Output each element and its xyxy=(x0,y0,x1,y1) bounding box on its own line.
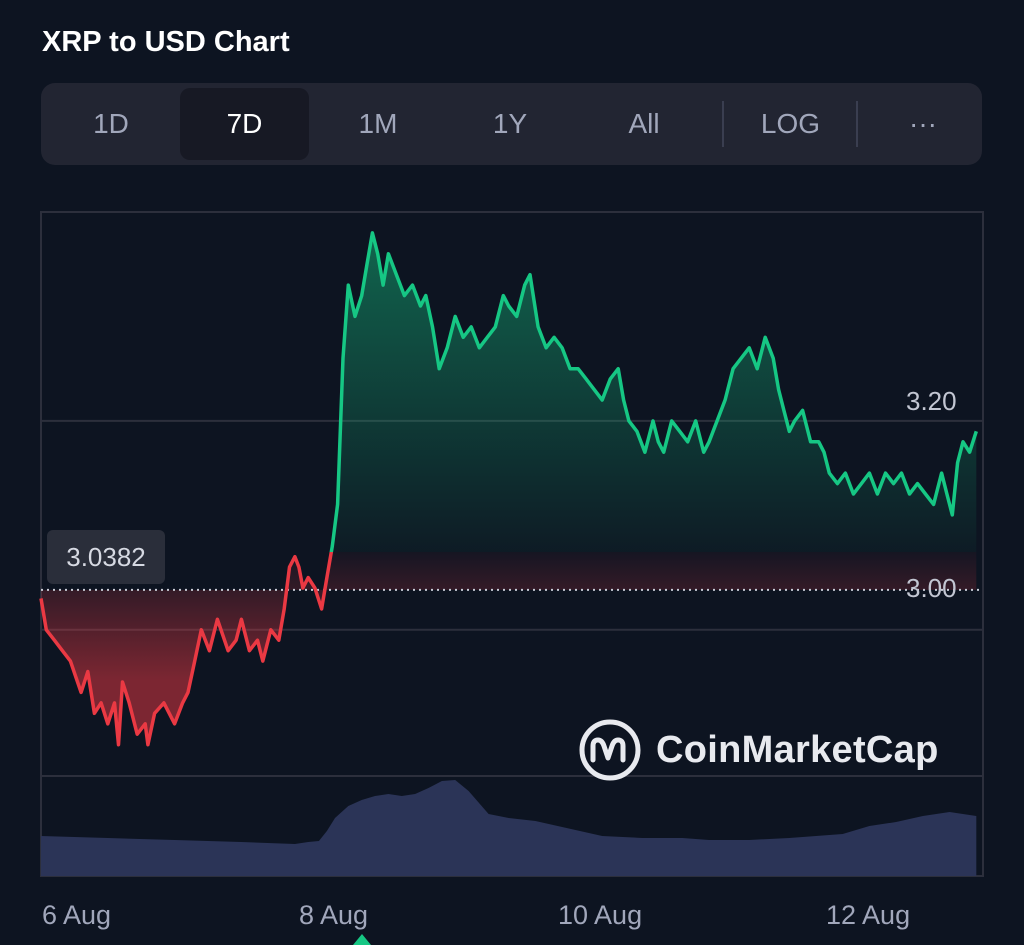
price-line-up xyxy=(329,231,978,552)
x-tick-label: 8 Aug xyxy=(299,900,369,930)
price-area-down xyxy=(41,552,977,745)
page-title: XRP to USD Chart xyxy=(42,26,290,58)
more-options-button[interactable]: ··· xyxy=(909,108,937,139)
tab-7d[interactable]: 7D xyxy=(180,88,309,160)
tab-log[interactable]: LOG xyxy=(760,108,821,139)
time-range-tabs: 1D 7D 1M 1Y All LOG ··· xyxy=(41,83,982,165)
x-tick-label: 12 Aug xyxy=(826,900,911,930)
coinmarketcap-logo-icon xyxy=(579,719,641,781)
tab-1m[interactable]: 1M xyxy=(358,108,398,139)
y-tick-label: 3.00 xyxy=(906,573,957,603)
tab-1d[interactable]: 1D xyxy=(93,108,129,139)
price-line-down xyxy=(39,552,334,747)
volume-area xyxy=(41,780,977,876)
tab-all[interactable]: All xyxy=(628,108,660,139)
watermark-text: CoinMarketCap xyxy=(656,728,939,771)
x-tick-label: 6 Aug xyxy=(42,900,112,930)
y-tick-label: 3.20 xyxy=(906,386,957,416)
x-tick-label: 10 Aug xyxy=(558,900,643,930)
coinmarketcap-watermark: CoinMarketCap xyxy=(578,718,939,782)
tab-1y[interactable]: 1Y xyxy=(492,108,528,139)
baseline-price-tag: 3.0382 xyxy=(47,530,165,584)
tab-divider xyxy=(856,101,858,147)
current-time-marker xyxy=(353,934,371,945)
tab-divider xyxy=(722,101,724,147)
price-area-up xyxy=(331,232,977,552)
